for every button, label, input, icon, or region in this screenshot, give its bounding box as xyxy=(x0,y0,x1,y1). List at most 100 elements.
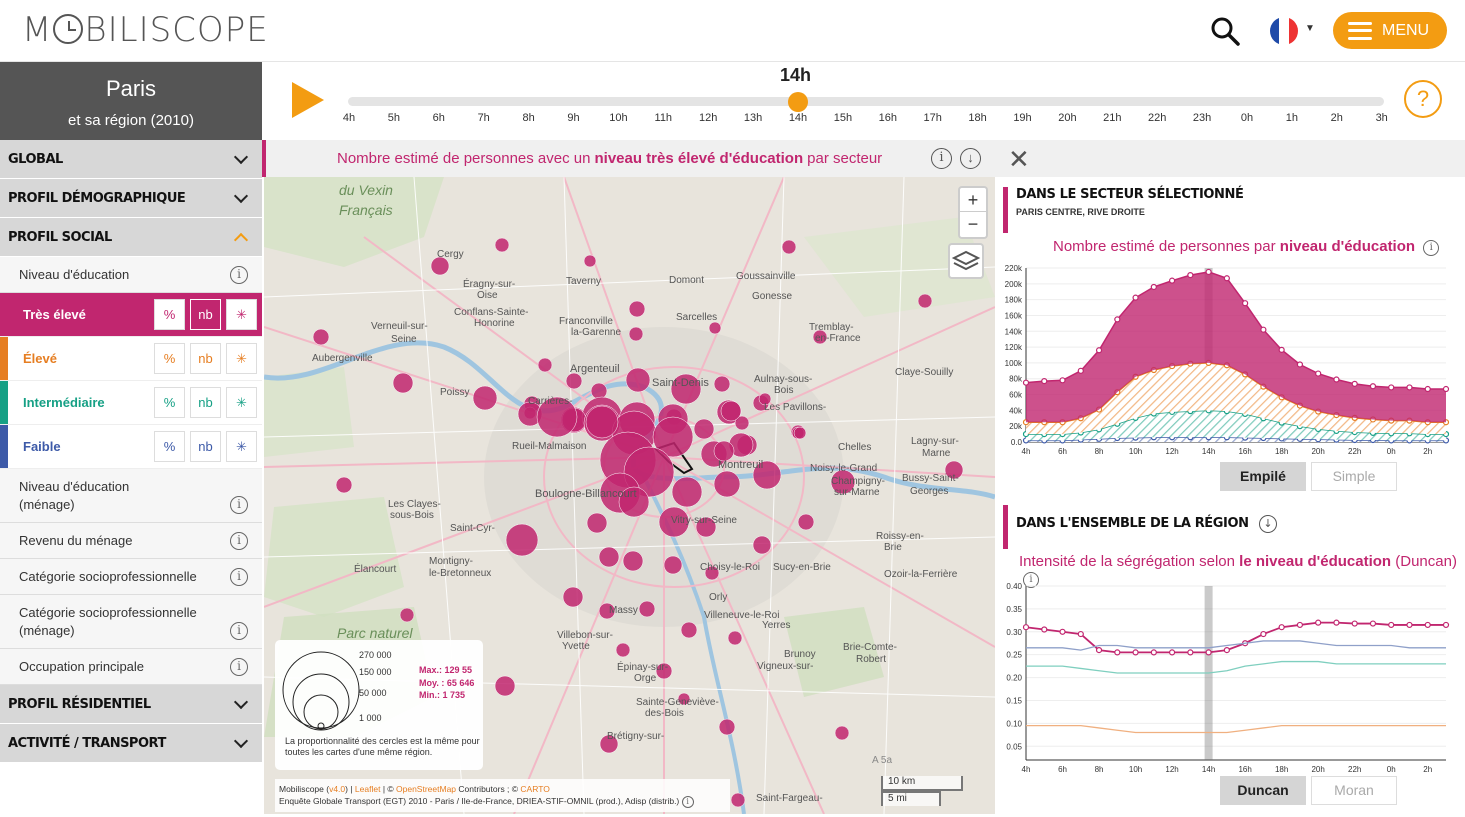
simple-button[interactable]: Simple xyxy=(1311,462,1397,491)
data-point[interactable] xyxy=(1059,628,1066,635)
data-point[interactable] xyxy=(1442,621,1450,629)
sector-circle[interactable] xyxy=(752,535,772,555)
sector-circle[interactable] xyxy=(335,476,353,494)
data-point[interactable] xyxy=(1296,361,1304,368)
hour-label[interactable]: 3h xyxy=(1375,112,1388,124)
sector-circle[interactable] xyxy=(663,555,683,575)
info-icon[interactable]: i xyxy=(1423,240,1440,256)
sector-circle[interactable] xyxy=(562,586,584,608)
section-activity[interactable]: ACTIVITÉ / TRANSPORT xyxy=(0,724,262,763)
data-point[interactable] xyxy=(1150,283,1157,291)
data-point[interactable] xyxy=(1388,384,1395,391)
hour-label[interactable]: 22h xyxy=(1148,112,1167,124)
sector-circle[interactable] xyxy=(312,328,330,346)
hour-label[interactable]: 20h xyxy=(1058,112,1077,124)
data-point[interactable] xyxy=(1095,647,1103,654)
sector-circle[interactable] xyxy=(917,293,933,309)
data-point[interactable] xyxy=(1041,377,1048,385)
sector-circle[interactable] xyxy=(708,321,722,335)
moran-button[interactable]: Moran xyxy=(1311,776,1397,805)
info-icon[interactable]: i xyxy=(230,621,248,640)
sector-circle[interactable] xyxy=(598,546,620,568)
level-low[interactable]: Faible % nb ✳ xyxy=(0,425,262,469)
sector-circle[interactable] xyxy=(752,460,782,490)
help-icon[interactable]: ? xyxy=(1404,80,1442,118)
hour-label[interactable]: 4h xyxy=(342,112,356,124)
sector-circle[interactable] xyxy=(944,460,964,480)
sector-circle[interactable] xyxy=(713,375,731,393)
data-point[interactable] xyxy=(1077,367,1084,374)
data-point[interactable] xyxy=(1333,376,1340,383)
sector-circle[interactable] xyxy=(655,662,673,680)
info-icon[interactable]: i xyxy=(230,567,248,586)
sector-circle[interactable] xyxy=(494,237,510,253)
language-caret-icon[interactable]: ▼ xyxy=(1305,23,1315,34)
data-point[interactable] xyxy=(1315,370,1322,377)
french-flag-icon[interactable] xyxy=(1270,17,1298,45)
sector-circle[interactable] xyxy=(730,792,746,808)
version-link[interactable]: v4.0 xyxy=(329,784,346,794)
sector-circle[interactable] xyxy=(812,329,828,345)
leaflet-link[interactable]: Leaflet xyxy=(354,784,381,794)
level-very-high[interactable]: Très élevé % nb ✳ xyxy=(0,293,262,337)
sector-circle[interactable] xyxy=(622,550,644,572)
sector-circle[interactable] xyxy=(834,725,850,741)
data-point[interactable] xyxy=(1168,277,1176,284)
info-icon[interactable]: i xyxy=(1023,572,1039,588)
data-point[interactable] xyxy=(1223,647,1230,654)
sector-circle[interactable] xyxy=(793,426,807,440)
hour-label[interactable]: 16h xyxy=(878,112,897,124)
hour-label[interactable]: 18h xyxy=(968,112,987,124)
sidebar-item-occupation[interactable]: Occupation principale i xyxy=(0,649,262,685)
data-point[interactable] xyxy=(1132,294,1139,301)
asterisk-icon[interactable]: ✳ xyxy=(226,299,257,330)
sector-circle[interactable] xyxy=(583,254,597,268)
data-point[interactable] xyxy=(1333,619,1340,626)
sector-circle[interactable] xyxy=(536,396,578,438)
info-icon[interactable]: i xyxy=(681,796,694,808)
sector-circle[interactable] xyxy=(704,565,720,581)
data-point[interactable] xyxy=(1406,384,1413,391)
data-point[interactable] xyxy=(1369,383,1377,390)
info-icon[interactable]: i xyxy=(931,148,952,169)
time-slider-handle[interactable] xyxy=(788,92,808,112)
sector-circle[interactable] xyxy=(734,415,750,431)
hour-label[interactable]: 12h xyxy=(699,112,718,124)
duncan-button[interactable]: Duncan xyxy=(1220,776,1306,805)
percent-button[interactable]: % xyxy=(154,387,185,418)
sidebar-item-education[interactable]: Niveau d'éducation i xyxy=(0,257,262,293)
percent-button[interactable]: % xyxy=(154,431,185,462)
info-icon[interactable]: i xyxy=(230,531,248,550)
carto-link[interactable]: CARTO xyxy=(520,784,550,794)
hour-label[interactable]: 5h xyxy=(387,112,401,124)
close-icon[interactable]: ✕ xyxy=(1008,144,1030,174)
segregation-line-chart[interactable]: 0.05 0.10 0.15 0.20 0.25 0.30 0.35 0.40 4h 6h 8h 10… xyxy=(998,578,1458,778)
count-button[interactable]: nb xyxy=(190,387,221,418)
hour-label[interactable]: 10h xyxy=(609,112,628,124)
data-point[interactable] xyxy=(1223,275,1230,282)
count-button[interactable]: nb xyxy=(190,343,221,374)
sector-circle[interactable] xyxy=(472,385,498,411)
section-social[interactable]: PROFIL SOCIAL xyxy=(0,218,262,257)
sector-circle[interactable] xyxy=(599,734,619,754)
stacked-area-chart[interactable]: 0.0 20k 40k 60k 80k 100k 120k 140k 160k 180k 200k 2… xyxy=(998,260,1458,460)
sector-circle[interactable] xyxy=(727,630,743,646)
sector-circle[interactable] xyxy=(628,300,646,318)
sidebar-item-education-household[interactable]: Niveau d'éducation (ménage) i xyxy=(0,469,262,523)
percent-button[interactable]: % xyxy=(154,299,185,330)
hour-label[interactable]: 6h xyxy=(432,112,445,124)
sector-circle[interactable] xyxy=(758,392,772,406)
osm-link[interactable]: OpenStreetMap xyxy=(396,784,457,794)
sector-circle[interactable] xyxy=(615,642,631,658)
series-line-Faible[interactable] xyxy=(1026,640,1446,651)
sector-circle[interactable] xyxy=(565,372,583,390)
info-icon[interactable]: i xyxy=(230,495,248,514)
stacked-button[interactable]: Empilé xyxy=(1220,462,1306,491)
sector-circle[interactable] xyxy=(658,506,690,538)
sector-circle[interactable] xyxy=(598,602,616,620)
asterisk-icon[interactable]: ✳ xyxy=(226,431,257,462)
sector-circle[interactable] xyxy=(590,382,608,400)
data-point[interactable] xyxy=(1278,346,1285,353)
data-point[interactable] xyxy=(1041,626,1048,633)
play-icon[interactable] xyxy=(292,82,324,118)
